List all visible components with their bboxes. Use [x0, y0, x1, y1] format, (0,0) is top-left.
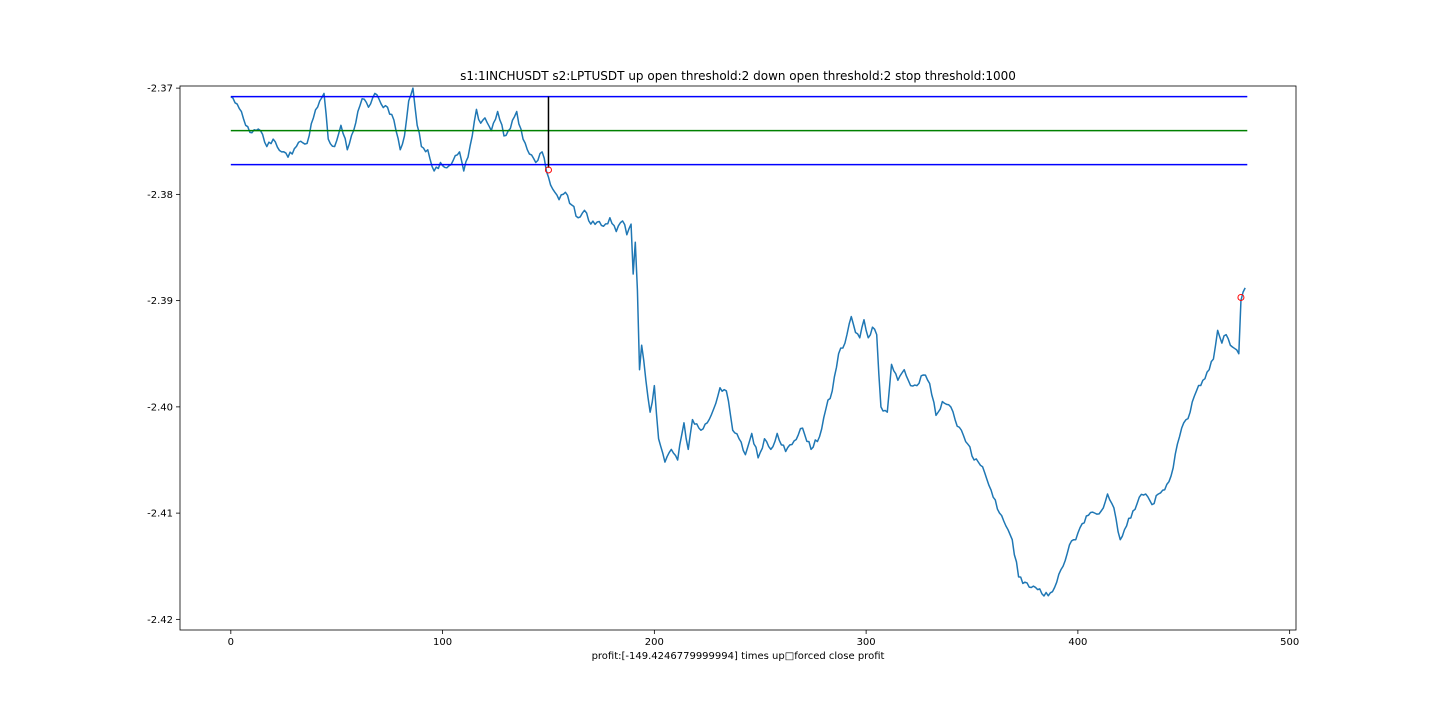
plot-area — [230, 87, 1248, 597]
chart-title: s1:1INCHUSDT s2:LPTUSDT up open threshol… — [460, 69, 1016, 83]
x-tick-label: 100 — [433, 637, 452, 648]
x-axis: 0 100 200 300 400 500 — [228, 630, 1299, 648]
x-tick-label: 300 — [857, 637, 876, 648]
signal-marker-0 — [544, 166, 552, 174]
y-axis: -2.37 -2.38 -2.39 -2.40 -2.41 -2.42 — [147, 84, 180, 626]
x-tick-label: 400 — [1068, 637, 1087, 648]
y-tick-label: -2.38 — [147, 190, 173, 201]
x-tick-label: 500 — [1280, 637, 1299, 648]
y-tick-label: -2.41 — [147, 509, 173, 520]
x-tick-label: 200 — [645, 637, 664, 648]
y-tick-label: -2.40 — [147, 402, 173, 413]
y-tick-label: -2.42 — [147, 615, 173, 626]
y-tick-label: -2.39 — [147, 296, 173, 307]
y-tick-label: -2.37 — [147, 84, 173, 95]
x-axis-label: profit:[-149.4246779999994] times up□for… — [592, 651, 885, 662]
axes-frame — [179, 85, 1297, 631]
x-tick-label: 0 — [228, 637, 234, 648]
signal-marker-1 — [1237, 293, 1245, 301]
series-line-0 — [230, 87, 1246, 597]
